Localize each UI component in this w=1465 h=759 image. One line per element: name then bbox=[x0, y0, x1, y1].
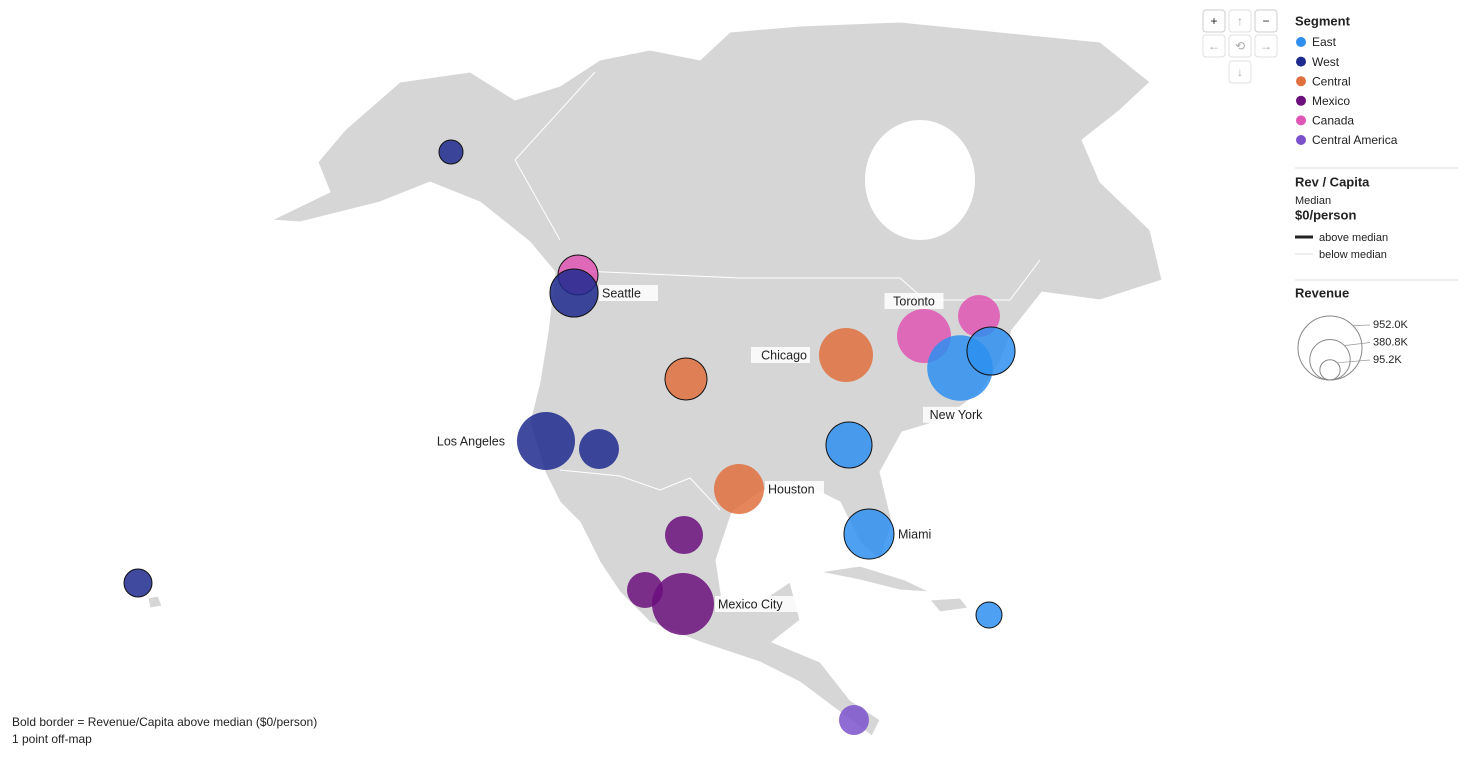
bubble bbox=[975, 601, 1003, 629]
button-frame bbox=[1228, 60, 1252, 84]
label-bg bbox=[884, 292, 944, 309]
label-bg bbox=[750, 347, 810, 363]
legend: Segment Rev / Capita Median $0/person ab… bbox=[1295, 13, 1458, 381]
hawaii bbox=[147, 595, 163, 609]
button-icon: ⟲ bbox=[1235, 39, 1245, 53]
control-button[interactable]: ⟲ bbox=[1228, 34, 1252, 58]
median-label: Median bbox=[1295, 195, 1331, 207]
legend-swatch bbox=[1296, 95, 1306, 106]
us-mexico-border bbox=[559, 469, 721, 511]
footer-note: Bold border = Revenue/Capita above media… bbox=[12, 715, 317, 729]
control-button[interactable]: ← bbox=[1202, 34, 1226, 58]
control-button[interactable]: ↓ bbox=[1228, 60, 1252, 84]
median-value: $0/person bbox=[1295, 207, 1356, 222]
city-label: Toronto bbox=[893, 294, 935, 308]
legend-title: Rev / Capita bbox=[1295, 174, 1370, 189]
bubble bbox=[957, 294, 1001, 338]
legend-title: Segment bbox=[1295, 13, 1351, 28]
size-label: 952.0K bbox=[1373, 319, 1409, 331]
legend-label: Mexico bbox=[1312, 94, 1350, 108]
city-label: Seattle bbox=[602, 286, 641, 300]
button-frame bbox=[1202, 34, 1226, 58]
control-button[interactable]: ↑ bbox=[1228, 9, 1252, 33]
legend-swatch bbox=[1296, 115, 1306, 126]
legend-swatch bbox=[1296, 76, 1306, 87]
label-bg bbox=[923, 406, 989, 423]
basemap bbox=[147, 21, 1163, 737]
map-controls: + ↑ − ← ⟲ → ↓ bbox=[1202, 9, 1278, 84]
control-button[interactable]: → bbox=[1254, 34, 1278, 58]
city-label: Mexico City bbox=[718, 597, 783, 611]
cuba bbox=[819, 565, 931, 593]
control-button[interactable]: − bbox=[1254, 9, 1278, 33]
us-canada-border bbox=[559, 259, 1041, 301]
bubble bbox=[123, 568, 153, 598]
legend-swatch bbox=[1296, 135, 1306, 145]
button-icon: + bbox=[1210, 14, 1217, 28]
label-bg bbox=[714, 596, 802, 612]
footer-note: 1 point off-map bbox=[12, 732, 92, 746]
hispaniola bbox=[928, 597, 969, 613]
legend-label: East bbox=[1312, 35, 1337, 49]
legend-swatch bbox=[1296, 56, 1306, 67]
alaska-border bbox=[514, 71, 596, 241]
city-label: Chicago bbox=[761, 348, 807, 362]
bubble bbox=[438, 139, 464, 165]
bubble bbox=[664, 357, 708, 401]
legend-label: West bbox=[1312, 55, 1340, 69]
bubble bbox=[825, 421, 873, 469]
label-bg bbox=[420, 433, 508, 449]
continent bbox=[270, 21, 1163, 737]
button-icon: ↓ bbox=[1237, 65, 1243, 79]
size-label: 380.8K bbox=[1373, 336, 1409, 348]
bubble bbox=[714, 464, 764, 514]
size-key bbox=[1319, 359, 1341, 381]
bubble-layer: Seattle Chicago Toronto New York Los Angeles… bbox=[123, 139, 1016, 735]
bubble bbox=[578, 428, 620, 470]
hudson-bay bbox=[865, 120, 975, 240]
legend-title: Revenue bbox=[1295, 285, 1349, 300]
bubble bbox=[664, 515, 704, 555]
legend-label: below median bbox=[1319, 249, 1387, 261]
bubble bbox=[839, 705, 869, 735]
button-frame bbox=[1202, 9, 1226, 33]
size-leader bbox=[1337, 359, 1371, 364]
bubble bbox=[966, 326, 1016, 376]
legend-label: Canada bbox=[1312, 114, 1354, 128]
label-bg bbox=[599, 285, 659, 301]
size-leader bbox=[1344, 342, 1371, 346]
bubble bbox=[516, 411, 576, 471]
button-icon: − bbox=[1262, 14, 1269, 28]
label-bg bbox=[894, 526, 940, 542]
city-label: Houston bbox=[768, 482, 815, 496]
legend-swatch bbox=[1296, 37, 1306, 47]
bubble bbox=[652, 573, 714, 635]
bubble bbox=[549, 268, 599, 318]
button-frame bbox=[1254, 34, 1278, 58]
legend-label: Central bbox=[1312, 74, 1351, 88]
legend-label: Central America bbox=[1312, 133, 1398, 147]
control-button[interactable]: + bbox=[1202, 9, 1226, 33]
button-icon: ← bbox=[1208, 39, 1220, 53]
city-label: Los Angeles bbox=[437, 434, 505, 448]
legend-label: above median bbox=[1319, 232, 1388, 244]
size-label: 95.2K bbox=[1373, 354, 1402, 366]
bubble bbox=[818, 327, 874, 383]
city-label: Miami bbox=[898, 527, 931, 541]
city-label: New York bbox=[930, 408, 984, 422]
button-frame bbox=[1254, 9, 1278, 33]
button-icon: ↑ bbox=[1237, 14, 1243, 28]
button-frame bbox=[1228, 34, 1252, 58]
button-icon: → bbox=[1260, 39, 1272, 53]
label-bg bbox=[764, 481, 824, 497]
button-frame bbox=[1228, 9, 1252, 33]
bubble bbox=[843, 508, 895, 560]
size-leader bbox=[1352, 324, 1371, 326]
